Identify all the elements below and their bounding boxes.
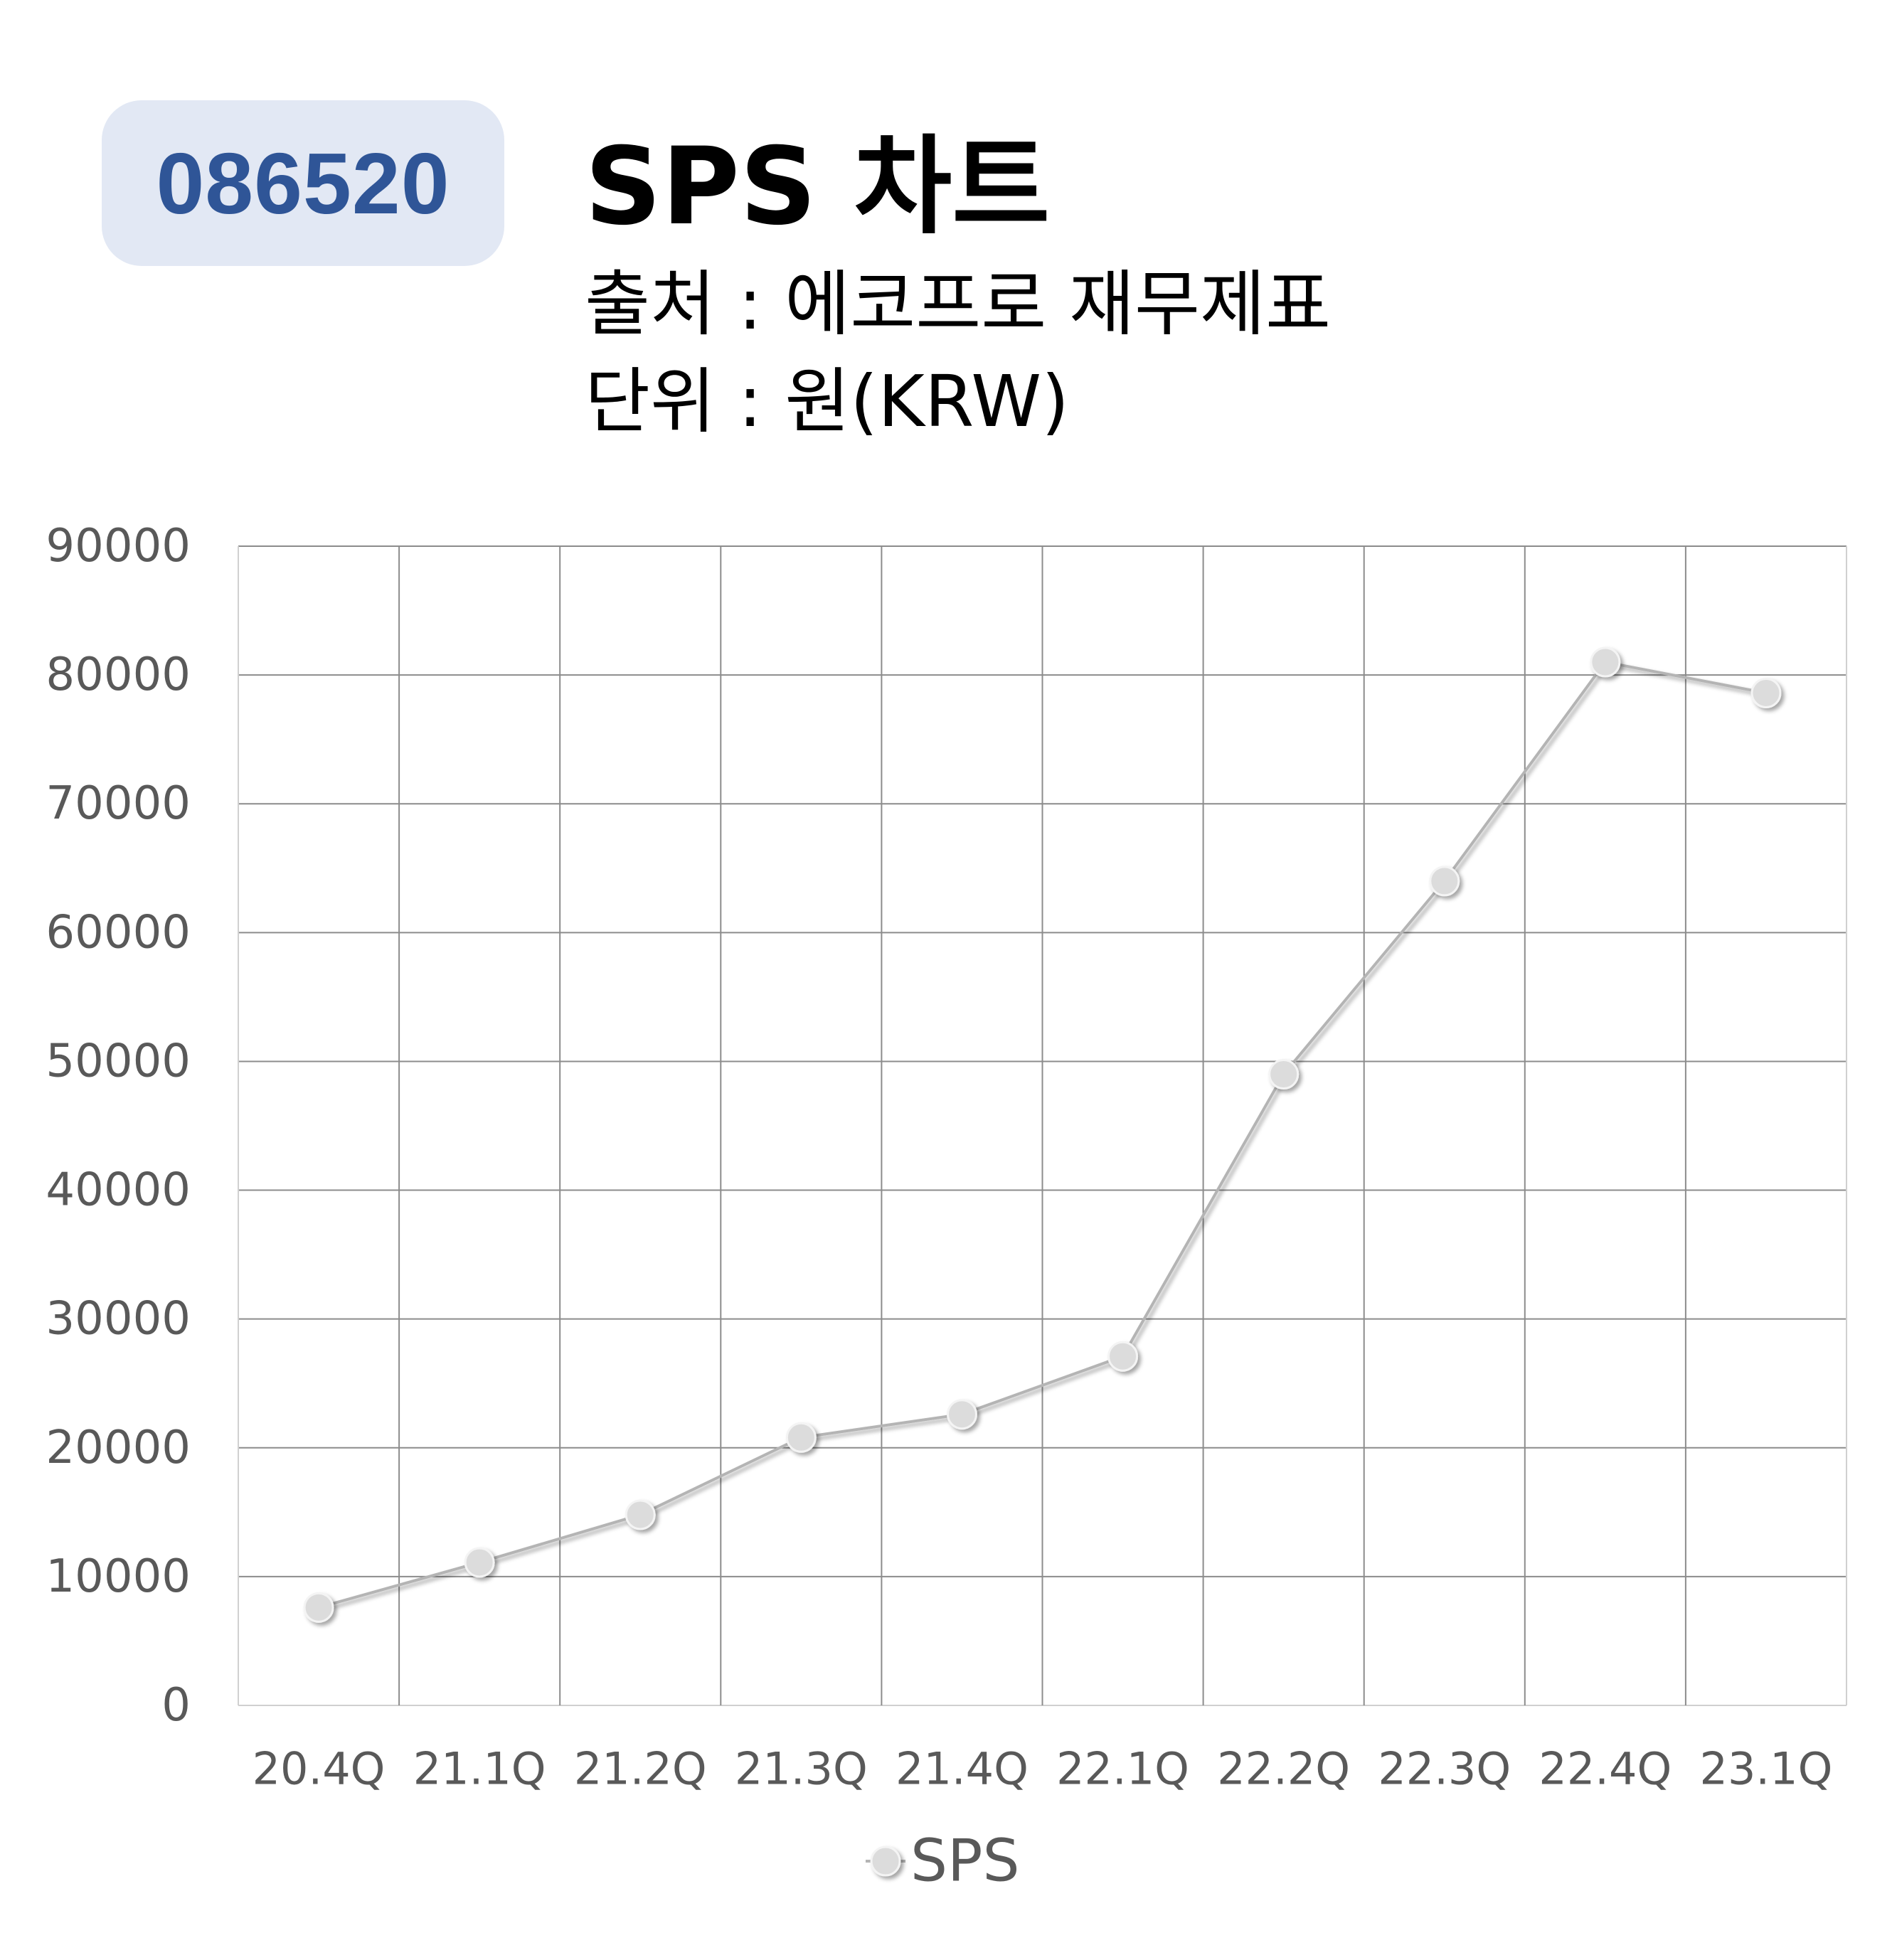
- data-point: [1107, 1341, 1139, 1372]
- x-tick-label: 21.2Q: [574, 1743, 707, 1795]
- series-sps: [303, 646, 1782, 1623]
- y-tick-label: 60000: [46, 906, 191, 959]
- ticker-badge: 086520: [102, 100, 504, 266]
- legend-marker: [870, 1846, 901, 1877]
- y-axis: 0 10000 20000 30000 40000 50000 60000 70000 8000…: [46, 520, 191, 1732]
- y-tick-label: 50000: [46, 1035, 191, 1087]
- x-tick-label: 21.1Q: [413, 1743, 546, 1795]
- ticker-code: 086520: [156, 134, 450, 232]
- y-tick-label: 80000: [46, 649, 191, 701]
- x-tick-label: 21.3Q: [735, 1743, 868, 1795]
- data-point: [625, 1499, 656, 1530]
- x-axis: 20.4Q 21.1Q 21.2Q 21.3Q 21.4Q 22.1Q 22.2Q 22.3Q…: [253, 1743, 1833, 1795]
- y-tick-label: 30000: [46, 1293, 191, 1346]
- data-point: [1750, 677, 1782, 708]
- y-tick-label: 20000: [46, 1422, 191, 1474]
- data-point: [303, 1592, 334, 1623]
- data-point: [1429, 866, 1460, 897]
- y-tick-label: 40000: [46, 1164, 191, 1217]
- unit-note: 단위 : 원(KRW): [585, 360, 1070, 443]
- y-tick-label: 90000: [46, 520, 191, 572]
- x-tick-label: 22.1Q: [1056, 1743, 1189, 1795]
- chart-title: SPS 차트: [585, 125, 1051, 249]
- legend: SPS: [866, 1828, 1020, 1895]
- data-point: [464, 1547, 495, 1578]
- x-tick-label: 23.1Q: [1700, 1743, 1833, 1795]
- data-point: [785, 1422, 817, 1453]
- y-tick-label: 0: [161, 1679, 191, 1732]
- data-point: [946, 1399, 977, 1430]
- x-tick-label: 20.4Q: [253, 1743, 386, 1795]
- grid: [238, 545, 1847, 1706]
- x-tick-label: 22.3Q: [1378, 1743, 1511, 1795]
- data-point: [1590, 646, 1621, 678]
- x-tick-label: 22.2Q: [1217, 1743, 1350, 1795]
- y-tick-label: 10000: [46, 1550, 191, 1603]
- x-tick-label: 22.4Q: [1539, 1743, 1672, 1795]
- x-tick-label: 21.4Q: [896, 1743, 1029, 1795]
- source-note: 출처 : 에코프로 재무제표: [585, 262, 1332, 346]
- series-line: [318, 660, 1767, 1609]
- legend-label: SPS: [910, 1828, 1020, 1895]
- data-point: [1268, 1059, 1300, 1090]
- y-tick-label: 70000: [46, 777, 191, 830]
